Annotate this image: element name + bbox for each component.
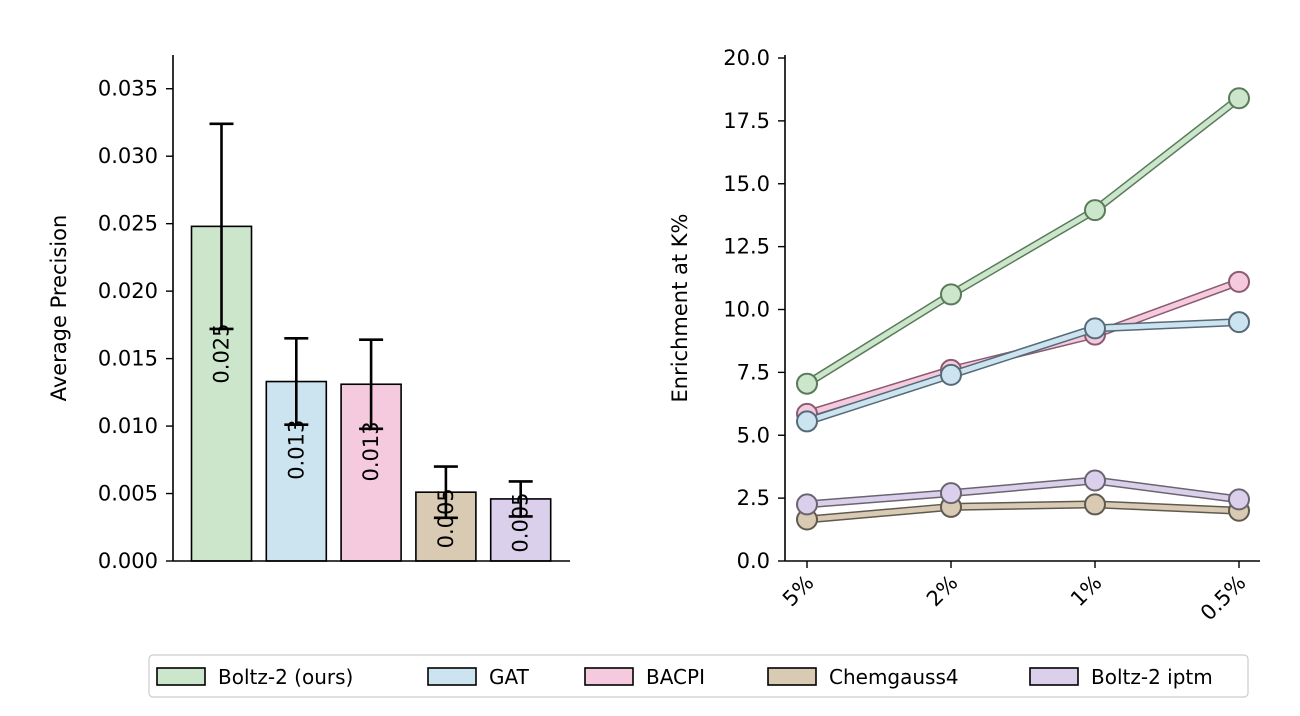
legend-label: GAT [489, 665, 530, 689]
line-xtick-label: 1% [1066, 571, 1107, 612]
series-point [796, 493, 818, 516]
series-point [940, 482, 962, 505]
bar-ytick-label: 0.035 [98, 77, 158, 101]
line-ylabel: Enrichment at K% [668, 214, 692, 403]
bar-ytick-label: 0.015 [98, 347, 158, 371]
series-line [804, 319, 1242, 424]
bar-ytick-label: 0.030 [98, 144, 158, 168]
series-line [804, 501, 1242, 523]
series-point [1228, 311, 1250, 334]
series-point [1084, 469, 1106, 492]
series-point [796, 410, 818, 433]
bar-ytick-label: 0.020 [98, 279, 158, 303]
series-point [1084, 199, 1106, 222]
legend-label: Boltz-2 (ours) [218, 665, 353, 689]
legend-swatch [584, 667, 634, 686]
bar-ylabel: Average Precision [47, 215, 71, 402]
bar-data-label: 0.013 [359, 421, 383, 481]
legend-label: BACPI [646, 665, 705, 689]
bar-data-label: 0.013 [284, 420, 308, 480]
bar-ytick-label: 0.010 [98, 414, 158, 438]
series-line [804, 478, 1242, 507]
series-point [1228, 488, 1250, 511]
bar-ytick-label: 0.000 [98, 549, 158, 573]
line-ytick-label: 15.0 [723, 172, 770, 196]
bar-chart: Average Precision 0.000 0.005 0.010 0.015 0.… [47, 55, 570, 573]
line-ytick-label: 17.5 [723, 109, 770, 133]
line-ytick-label: 2.5 [737, 486, 770, 510]
series-point [796, 372, 818, 395]
series-point [1084, 317, 1106, 340]
line-xtick-label: 2% [922, 571, 963, 612]
line-ytick-label: 10.0 [723, 298, 770, 322]
legend-swatch [767, 667, 817, 686]
line-ytick-label: 7.5 [737, 360, 770, 384]
series-line-outline [803, 318, 1243, 426]
line-xtick-label: 5% [778, 571, 819, 612]
legend: Boltz-2 (ours) GAT BACPI Chemgauss4 Boltz-2 … [148, 654, 1249, 698]
line-ytick-label: 0.0 [737, 549, 770, 573]
legend-swatch [156, 667, 206, 686]
series-point [940, 283, 962, 306]
line-xtick-label: 0.5% [1196, 571, 1251, 626]
line-chart: Enrichment at K% 0.0 2.5 5.0 7.5 10.0 12.5 15.… [668, 46, 1260, 625]
series-point [1228, 87, 1250, 110]
bar-data-label: 0.025 [210, 323, 234, 383]
line-ytick-label: 5.0 [737, 423, 770, 447]
bar-ytick-label: 0.025 [98, 212, 158, 236]
legend-label: Boltz-2 iptm [1091, 665, 1213, 689]
line-ytick-label: 20.0 [723, 46, 770, 70]
series-line [804, 95, 1242, 387]
series-point [940, 363, 962, 386]
bar-ytick-label: 0.005 [98, 482, 158, 506]
series-point [1228, 270, 1250, 293]
legend-swatch [1029, 667, 1079, 686]
legend-label: Chemgauss4 [829, 665, 959, 689]
line-ytick-label: 12.5 [723, 235, 770, 259]
legend-swatch [427, 667, 477, 686]
series-point [1084, 493, 1106, 516]
legend-frame [148, 654, 1249, 698]
